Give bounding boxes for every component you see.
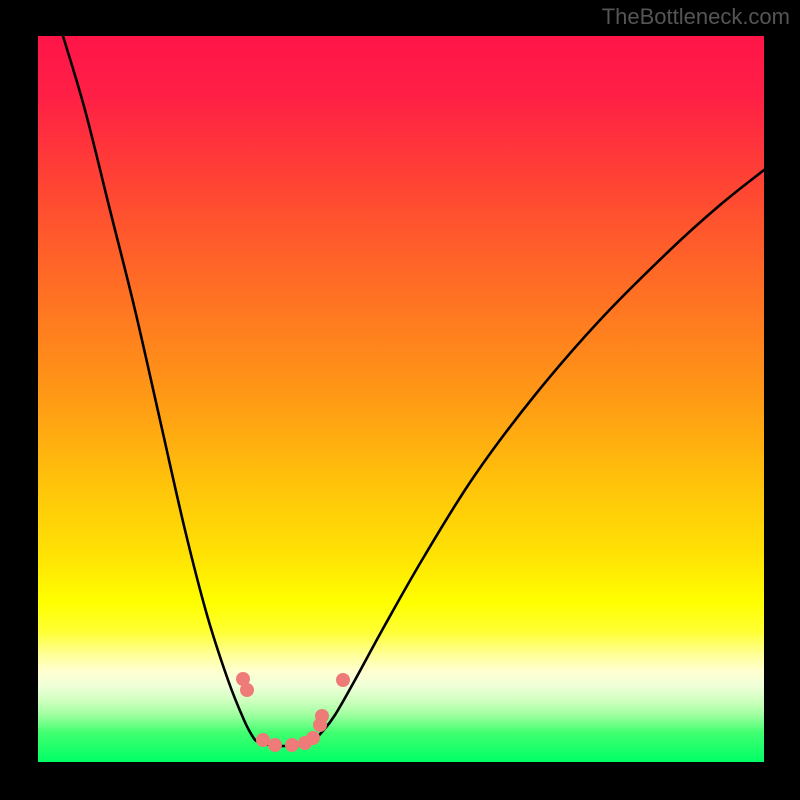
data-marker [285,738,299,752]
data-marker [268,738,282,752]
chart-svg [0,0,800,800]
watermark-text: TheBottleneck.com [602,4,790,30]
data-marker [256,733,270,747]
plot-background [38,36,764,762]
data-marker [315,709,329,723]
chart-container: TheBottleneck.com [0,0,800,800]
data-marker [306,731,320,745]
data-marker [336,673,350,687]
data-marker [240,683,254,697]
